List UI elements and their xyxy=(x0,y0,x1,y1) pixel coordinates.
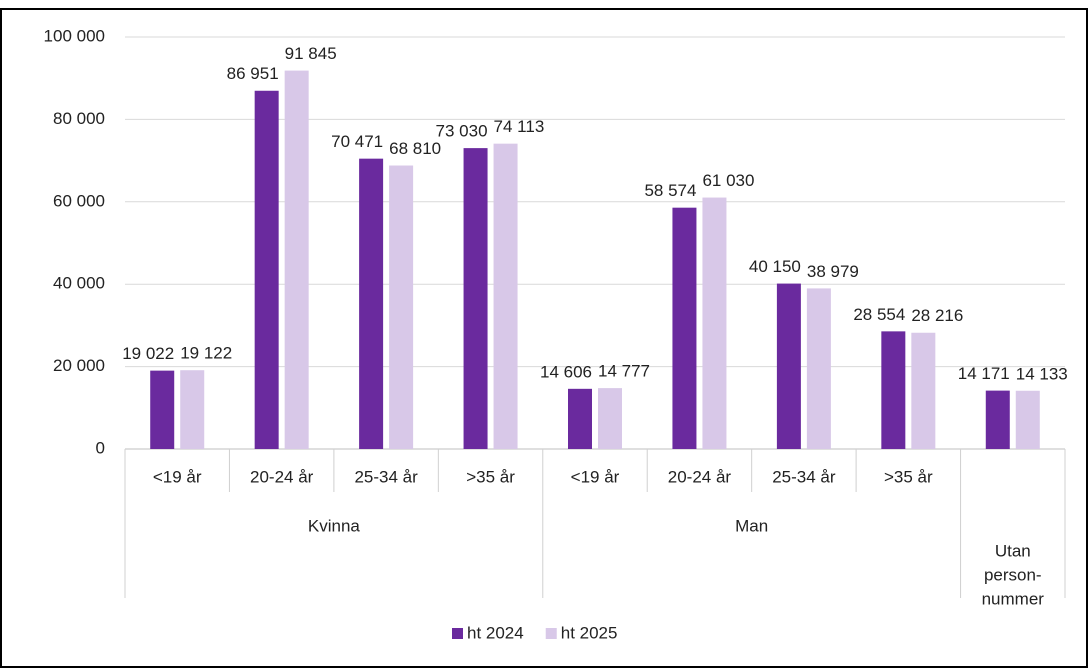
data-label: 19 122 xyxy=(180,344,232,363)
x-tick-label: 25-34 år xyxy=(354,467,418,486)
x-tick-label: <19 år xyxy=(571,467,620,486)
data-label: 14 777 xyxy=(598,362,650,381)
bar xyxy=(776,283,801,449)
bar xyxy=(180,370,205,449)
bar xyxy=(568,388,592,449)
data-label: 14 606 xyxy=(540,362,592,381)
x-tick-label: 25-34 år xyxy=(772,467,836,486)
data-label: 19 022 xyxy=(122,344,174,363)
bar xyxy=(284,70,309,449)
x-tick-label: 20-24 år xyxy=(250,467,314,486)
legend-label: ht 2025 xyxy=(561,623,618,642)
group-label: nummer xyxy=(982,589,1045,608)
group-label: Kvinna xyxy=(308,516,361,535)
data-label: 58 574 xyxy=(644,181,696,200)
group-label: Man xyxy=(735,516,768,535)
data-label: 28 554 xyxy=(853,305,905,324)
bar xyxy=(254,90,279,450)
bar xyxy=(598,388,622,449)
legend-swatch xyxy=(452,628,463,639)
y-tick-label: 40 000 xyxy=(53,274,105,293)
frame xyxy=(0,8,1088,668)
y-tick-label: 60 000 xyxy=(53,191,105,210)
bar xyxy=(463,148,488,449)
data-label: 91 845 xyxy=(285,44,337,63)
group-label: person- xyxy=(984,565,1042,584)
data-label: 61 030 xyxy=(702,171,754,190)
bar xyxy=(493,143,518,450)
data-label: 70 471 xyxy=(331,132,383,151)
y-tick-label: 0 xyxy=(96,438,105,457)
bar xyxy=(672,207,697,449)
data-label: 14 133 xyxy=(1016,364,1068,383)
data-label: 40 150 xyxy=(749,257,801,276)
y-tick-label: 80 000 xyxy=(53,109,105,128)
x-tick-label: 20-24 år xyxy=(668,467,732,486)
bar xyxy=(806,288,831,449)
y-tick-label: 100 000 xyxy=(44,26,105,45)
data-label: 74 113 xyxy=(494,117,545,136)
legend-label: ht 2024 xyxy=(467,623,524,642)
bar xyxy=(702,197,727,449)
x-tick-label: >35 år xyxy=(466,467,515,486)
x-tick-label: <19 år xyxy=(153,467,202,486)
bar xyxy=(985,390,1010,449)
data-label: 14 171 xyxy=(958,364,1010,383)
bar xyxy=(389,165,414,449)
data-label: 38 979 xyxy=(807,262,859,281)
x-tick-label: >35 år xyxy=(884,467,933,486)
bar xyxy=(359,158,384,449)
data-label: 73 030 xyxy=(436,122,488,141)
data-label: 86 951 xyxy=(227,64,279,83)
bar xyxy=(1015,390,1040,449)
y-tick-label: 20 000 xyxy=(53,356,105,375)
data-label: 28 216 xyxy=(911,306,963,325)
legend-swatch xyxy=(545,628,557,639)
bar xyxy=(150,370,175,449)
bar xyxy=(881,331,906,449)
group-label: Utan xyxy=(995,541,1031,560)
data-label: 68 810 xyxy=(389,139,441,158)
bar xyxy=(911,332,936,449)
